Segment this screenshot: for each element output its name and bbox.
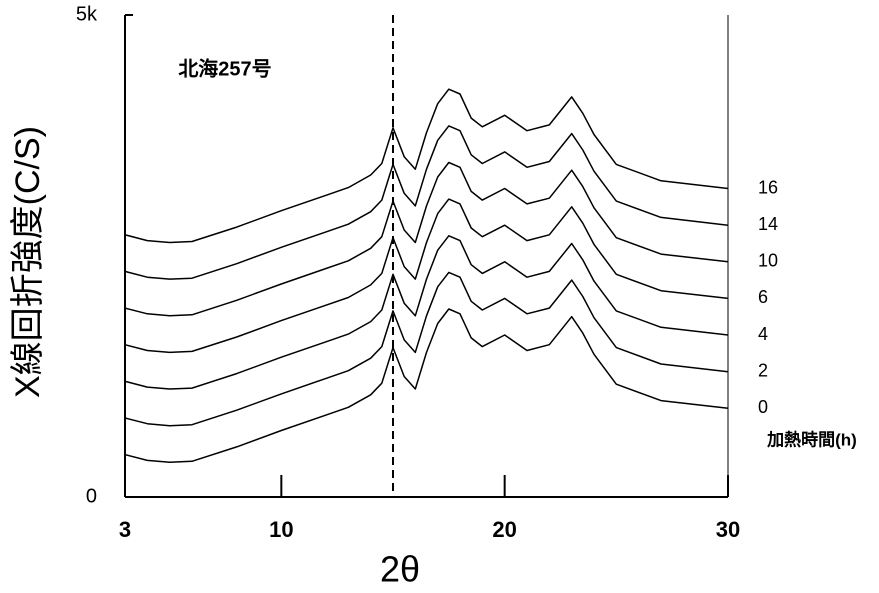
y-tick-label: 5k xyxy=(76,3,98,25)
legend-label: 0 xyxy=(758,397,768,417)
y-axis-label: X線回折強度(C/S) xyxy=(9,126,47,398)
legend-label: 4 xyxy=(758,324,768,344)
x-tick-label: 3 xyxy=(119,517,131,542)
series-line xyxy=(124,161,729,317)
legend-label: 16 xyxy=(758,177,778,197)
x-axis-label: 2θ xyxy=(380,549,420,590)
series-line xyxy=(124,125,729,280)
y-tick-label: 0 xyxy=(86,485,97,507)
series-line xyxy=(124,308,729,464)
series-line xyxy=(124,88,729,244)
legend-label: 14 xyxy=(758,214,778,234)
x-tick-label: 20 xyxy=(492,517,516,542)
legend-label: 10 xyxy=(758,251,778,271)
legend-title: 加熱時間(h) xyxy=(766,429,857,449)
legend-label: 2 xyxy=(758,360,768,380)
x-tick-label: 30 xyxy=(716,517,740,542)
series-line xyxy=(124,235,729,390)
series-line xyxy=(124,271,729,427)
annotation: 北海257号 xyxy=(178,56,271,80)
x-tick-label: 10 xyxy=(269,517,293,542)
legend-label: 6 xyxy=(758,287,768,307)
series-line xyxy=(124,198,729,354)
